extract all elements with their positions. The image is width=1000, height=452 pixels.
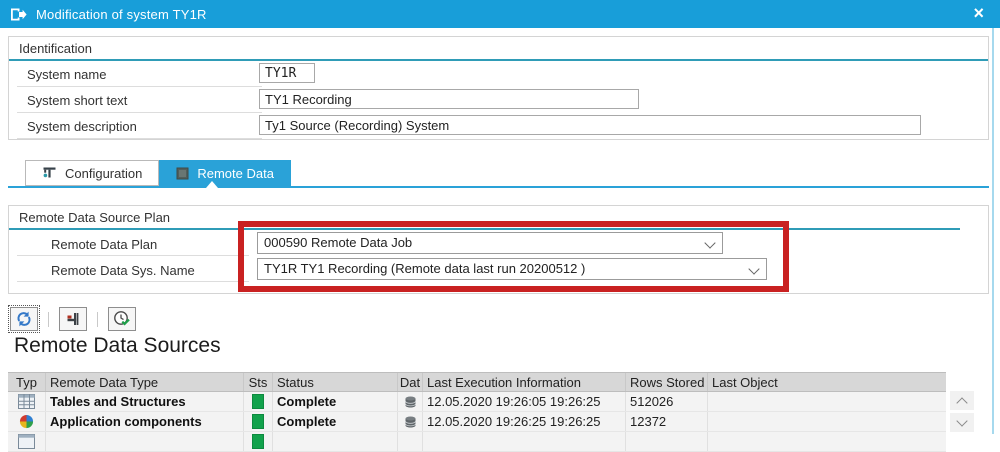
remote-data-plan-label: Remote Data Plan [51, 237, 158, 252]
row-status [273, 432, 398, 451]
row-rows-stored [626, 432, 708, 451]
row-last-execution: 12.05.2020 19:26:05 19:26:25 [423, 392, 626, 411]
form-row-system-description: System description [9, 113, 988, 139]
legend-button[interactable] [59, 307, 87, 331]
tab-strip: Configuration Remote Data [25, 160, 291, 186]
status-green-icon [252, 394, 264, 409]
table-row[interactable]: Application components Complete 12.05.20… [8, 412, 946, 432]
tab-remote-data-label: Remote Data [197, 165, 274, 181]
tab-underline [8, 186, 989, 188]
title-bar: Modification of system TY1R × [0, 0, 1000, 28]
row-last-execution: 12.05.2020 19:26:25 19:26:25 [423, 412, 626, 431]
schedule-check-icon [113, 310, 131, 328]
refresh-button[interactable] [8, 305, 40, 333]
col-last-object[interactable]: Last Object [712, 374, 778, 390]
sources-toolbar [8, 305, 136, 333]
refresh-icon [15, 310, 33, 328]
row-last-execution [423, 432, 626, 451]
col-last-execution[interactable]: Last Execution Information [423, 373, 626, 391]
row-underline [17, 281, 249, 282]
scroll-down-button[interactable] [950, 413, 974, 432]
toolbar-separator [97, 311, 98, 327]
form-row-system-short-text: System short text [9, 87, 988, 113]
col-typ[interactable]: Typ [8, 373, 46, 391]
row-status: Complete [273, 392, 398, 411]
scroll-up-button[interactable] [950, 391, 974, 410]
tab-configuration-label: Configuration [65, 165, 143, 181]
row-underline [17, 138, 262, 139]
remote-data-sys-name-value: TY1R TY1 Recording (Remote data last run… [264, 261, 586, 276]
legend-icon [65, 311, 81, 327]
chevron-down-icon [956, 414, 968, 427]
col-sts[interactable]: Sts [244, 373, 273, 391]
table-vertical-scrollbar [950, 391, 974, 435]
table-icon [18, 434, 35, 449]
exit-door-icon [10, 8, 27, 21]
components-icon [19, 414, 34, 429]
system-name-label: System name [27, 67, 107, 82]
schedule-check-button[interactable] [108, 307, 136, 331]
row-rows-stored: 12372 [626, 412, 708, 431]
identification-group: Identification System name System short … [8, 36, 989, 140]
remote-data-plan-dropdown[interactable]: 000590 Remote Data Job [257, 232, 723, 254]
table-header-row: Typ Remote Data Type Sts Status Dat Last… [8, 372, 946, 392]
active-tab-notch [206, 181, 218, 188]
remote-data-icon [176, 167, 189, 180]
form-row-system-name: System name [9, 61, 988, 87]
system-name-input[interactable] [259, 63, 315, 83]
table-icon [18, 394, 35, 409]
database-icon [404, 416, 417, 428]
row-name: Tables and Structures [46, 392, 244, 411]
remote-data-sys-name-dropdown[interactable]: TY1R TY1 Recording (Remote data last run… [257, 258, 767, 280]
row-last-object [708, 432, 946, 451]
row-last-object [708, 412, 946, 431]
row-name: Application components [46, 412, 244, 431]
col-status[interactable]: Status [273, 373, 398, 391]
row-name [46, 432, 244, 451]
remote-data-source-plan-group: Remote Data Source Plan Remote Data Plan… [8, 205, 989, 294]
remote-data-plan-value: 000590 Remote Data Job [264, 235, 413, 250]
remote-data-sys-name-label: Remote Data Sys. Name [51, 263, 195, 278]
configuration-icon [42, 166, 57, 180]
system-description-label: System description [27, 119, 137, 134]
row-status: Complete [273, 412, 398, 431]
database-icon [404, 396, 417, 408]
window-title: Modification of system TY1R [36, 6, 207, 22]
section-underline [9, 228, 960, 230]
tab-remote-data[interactable]: Remote Data [159, 160, 291, 186]
dialog-right-border [992, 28, 994, 434]
status-green-icon [252, 414, 264, 429]
status-green-icon [252, 434, 264, 449]
close-icon[interactable]: × [973, 3, 984, 23]
row-rows-stored: 512026 [626, 392, 708, 411]
table-row-partial[interactable] [8, 432, 946, 452]
row-underline [17, 112, 262, 113]
system-short-text-input[interactable] [259, 89, 639, 109]
remote-data-sources-heading: Remote Data Sources [14, 334, 221, 357]
chevron-up-icon [956, 396, 968, 409]
col-rows-stored[interactable]: Rows Stored [626, 373, 708, 391]
identification-section-title: Identification [19, 41, 92, 56]
chevron-down-icon [704, 237, 716, 249]
row-last-object [708, 392, 946, 411]
plan-section-title: Remote Data Source Plan [19, 210, 171, 225]
toolbar-separator [48, 311, 49, 327]
system-short-text-label: System short text [27, 93, 128, 108]
system-description-input[interactable] [259, 115, 921, 135]
chevron-down-icon [748, 263, 760, 275]
section-underline [9, 59, 988, 61]
remote-data-sources-table: Typ Remote Data Type Sts Status Dat Last… [8, 372, 946, 452]
col-dat[interactable]: Dat [398, 373, 423, 391]
tab-configuration[interactable]: Configuration [25, 160, 160, 186]
row-underline [17, 255, 249, 256]
row-underline [17, 86, 262, 87]
table-row[interactable]: Tables and Structures Complete 12.05.202… [8, 392, 946, 412]
col-remote-data-type[interactable]: Remote Data Type [46, 373, 244, 391]
